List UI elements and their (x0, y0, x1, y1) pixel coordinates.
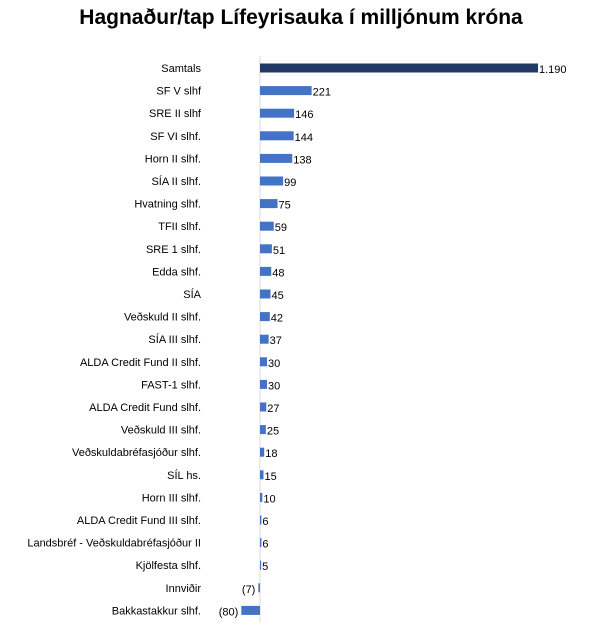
bar-kjolfesta-slhf (260, 560, 262, 570)
value-label-vedskuldabrefasjodur-slhf: 18 (265, 448, 277, 460)
bar-sf-vi-slhf (260, 131, 294, 141)
value-label-vedskuld-ii-slhf: 42 (271, 313, 283, 325)
value-label-hvatning-slhf: 75 (279, 200, 291, 212)
bar-alda-credit-fund-ii-slhf (260, 357, 268, 367)
value-label-horn-ii-slhf: 138 (293, 154, 311, 166)
value-label-sia-ii-slhf: 99 (284, 177, 296, 189)
value-label-tfii-slhf: 59 (275, 222, 287, 234)
category-label-hvatning-slhf: Hvatning slhf. (134, 199, 201, 211)
value-label-sia-iii-slhf: 37 (270, 335, 282, 347)
value-label-bakkastakkur-slhf: (80) (219, 606, 239, 618)
bar-edda-slhf (260, 266, 272, 276)
category-label-sia-iii-slhf: SÍA III slhf. (148, 333, 201, 346)
value-label-sre-1-slhf: 51 (273, 245, 285, 257)
category-label-alda-credit-fund-ii-slhf: ALDA Credit Fund II slhf. (80, 357, 201, 369)
category-label-horn-ii-slhf: Horn II slhf. (145, 153, 201, 165)
bar-alda-credit-fund-iii-slhf (260, 515, 262, 525)
value-label-alda-credit-fund-iii-slhf: 6 (262, 516, 268, 528)
bar-innvidir (258, 583, 260, 593)
bar-samtals (260, 63, 538, 73)
bar-bakkastakkur-slhf (241, 605, 260, 615)
category-label-sia-ii-slhf: SÍA II slhf. (151, 175, 201, 188)
category-label-fast-1-slhf: FAST-1 slhf. (141, 379, 201, 391)
bar-tfii-slhf (260, 221, 274, 231)
value-label-sre-ii-slhf: 146 (295, 109, 313, 121)
category-label-landsbref-vedskuldabrefasjodur-ii: Landsbréf - Veðskuldabréfasjóður II (27, 538, 201, 550)
category-label-innvidir: Innviðir (166, 583, 202, 595)
category-label-sre-ii-slhf: SRE II slhf (149, 108, 202, 120)
chart-title: Hagnaður/tap Lífeyrisauka í milljónum kr… (79, 6, 523, 29)
bar-sia-iii-slhf (260, 334, 269, 344)
category-label-tfii-slhf: TFII slhf. (158, 221, 201, 233)
bar-vedskuld-iii-slhf (260, 425, 266, 435)
value-label-edda-slhf: 48 (272, 267, 284, 279)
category-label-sf-vi-slhf: SF VI slhf. (150, 131, 201, 143)
bar-fast-1-slhf (260, 379, 268, 389)
bar-horn-iii-slhf (260, 492, 263, 502)
category-label-horn-iii-slhf: Horn III slhf. (142, 492, 201, 504)
bar-alda-credit-fund-slhf (260, 402, 267, 412)
value-label-sf-vi-slhf: 144 (295, 132, 313, 144)
category-label-vedskuldabrefasjodur-slhf: Veðskuldabréfasjóður slhf. (72, 447, 201, 459)
bar-sf-v-slhf (260, 86, 312, 96)
value-label-landsbref-vedskuldabrefasjodur-ii: 6 (262, 539, 268, 551)
category-label-vedskuld-iii-slhf: Veðskuld III slhf. (121, 425, 201, 437)
category-label-edda-slhf: Edda slhf. (152, 266, 201, 278)
value-label-samtals: 1.190 (539, 64, 567, 76)
value-label-kjolfesta-slhf: 5 (262, 561, 268, 573)
value-label-innvidir: (7) (242, 584, 255, 596)
bar-sia (260, 289, 271, 299)
category-label-kjolfesta-slhf: Kjölfesta slhf. (136, 560, 201, 572)
value-label-vedskuld-iii-slhf: 25 (267, 426, 279, 438)
bar-sil-hs (260, 470, 264, 480)
category-label-bakkastakkur-slhf: Bakkastakkur slhf. (112, 605, 201, 617)
category-label-alda-credit-fund-iii-slhf: ALDA Credit Fund III slhf. (77, 515, 201, 527)
category-label-sia: SÍA (183, 288, 201, 301)
value-label-sf-v-slhf: 221 (313, 87, 331, 99)
category-label-sil-hs: SÍL hs. (167, 469, 201, 482)
value-label-sil-hs: 15 (265, 471, 277, 483)
value-label-sia: 45 (272, 290, 284, 302)
category-label-alda-credit-fund-slhf: ALDA Credit Fund slhf. (89, 402, 201, 414)
bar-hvatning-slhf (260, 199, 278, 209)
value-label-horn-iii-slhf: 10 (263, 493, 275, 505)
bar-vedskuldabrefasjodur-slhf (260, 447, 265, 457)
category-label-vedskuld-ii-slhf: Veðskuld II slhf. (124, 312, 201, 324)
category-label-sf-v-slhf: SF V slhf (156, 86, 202, 98)
bar-sia-ii-slhf (260, 176, 284, 186)
value-label-alda-credit-fund-ii-slhf: 30 (268, 358, 280, 370)
value-label-fast-1-slhf: 30 (268, 380, 280, 392)
bar-sre-ii-slhf (260, 108, 295, 118)
bar-landsbref-vedskuldabrefasjodur-ii (260, 538, 262, 548)
bar-horn-ii-slhf (260, 153, 293, 163)
category-label-samtals: Samtals (161, 63, 201, 75)
value-label-alda-credit-fund-slhf: 27 (267, 403, 279, 415)
bar-sre-1-slhf (260, 244, 272, 254)
bar-vedskuld-ii-slhf (260, 312, 270, 322)
category-label-sre-1-slhf: SRE 1 slhf. (146, 244, 201, 256)
